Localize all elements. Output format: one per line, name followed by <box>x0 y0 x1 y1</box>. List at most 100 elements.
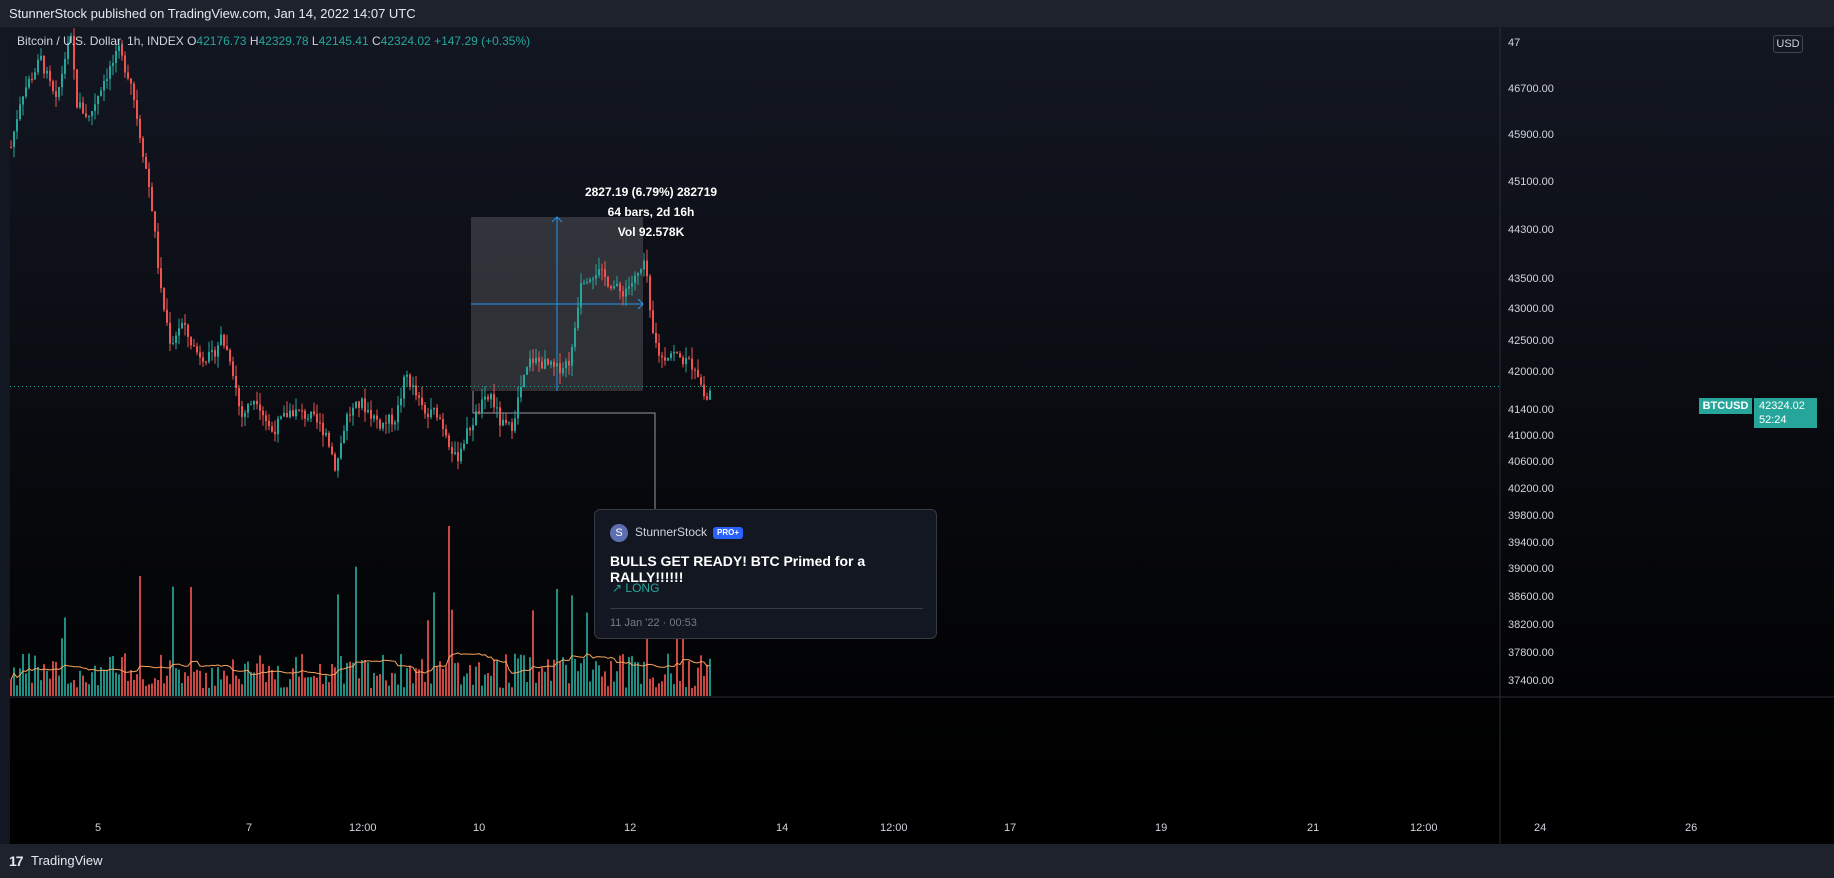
volume-bar <box>223 670 225 696</box>
volume-bar <box>421 659 423 696</box>
candle-body <box>499 407 501 426</box>
volume-bar <box>52 661 54 696</box>
volume-bar <box>688 661 690 696</box>
candle-body <box>13 131 15 148</box>
avatar[interactable]: S <box>610 524 628 542</box>
candle-body <box>529 358 531 368</box>
volume-bar <box>493 659 495 696</box>
candle-body <box>319 422 321 424</box>
volume-bar <box>244 663 246 696</box>
volume-bar <box>109 656 111 696</box>
candle-body <box>85 113 87 117</box>
volume-bar <box>325 675 327 696</box>
candle-body <box>46 70 48 74</box>
volume-bar <box>376 675 378 696</box>
volume-bar <box>130 669 132 696</box>
candle-body <box>538 357 540 362</box>
candle-body <box>151 187 153 212</box>
price-tick-label: 45900.00 <box>1508 129 1554 141</box>
volume-bar <box>310 676 312 696</box>
candle-body <box>91 111 93 117</box>
volume-bar <box>322 683 324 696</box>
candle-body <box>16 119 18 132</box>
volume-bar <box>82 675 84 696</box>
time-tick-label: 24 <box>1534 822 1547 834</box>
candle-body <box>97 96 99 105</box>
candle-body <box>463 443 465 449</box>
volume-bar <box>661 681 663 696</box>
price-tick-label: 37800.00 <box>1508 647 1554 659</box>
volume-bar <box>595 661 597 696</box>
currency-badge[interactable]: USD <box>1773 35 1803 53</box>
candle-body <box>142 138 144 157</box>
candle-body <box>265 415 267 422</box>
candle-body <box>106 78 108 81</box>
price-tick-label: 38200.00 <box>1508 619 1554 631</box>
volume-bar <box>178 669 180 696</box>
volume-bar <box>184 672 186 696</box>
volume-bar <box>442 668 444 696</box>
candle-body <box>700 377 702 385</box>
volume-bar <box>277 665 279 696</box>
candle-body <box>124 55 126 73</box>
idea-card[interactable]: S StunnerStock PRO+ BULLS GET READY! BTC… <box>594 509 937 639</box>
candle-body <box>694 369 696 371</box>
candle-body <box>301 410 303 412</box>
candle-body <box>415 385 417 396</box>
brand-name[interactable]: TradingView <box>31 853 103 868</box>
candle-body <box>676 352 678 354</box>
candle-body <box>43 55 45 74</box>
volume-bar <box>694 685 696 696</box>
candle-body <box>49 70 51 82</box>
candle-body <box>175 335 177 343</box>
tradingview-logo-icon[interactable]: 17 <box>9 853 24 869</box>
chart-canvas[interactable] <box>10 27 1834 844</box>
volume-bar <box>49 678 51 696</box>
price-tick-label: 39800.00 <box>1508 510 1554 522</box>
candle-body <box>238 388 240 407</box>
candle-body <box>328 432 330 447</box>
measure-arrow-head-right <box>637 298 644 310</box>
symbol-name: Bitcoin / U.S. Dollar, 1h, INDEX <box>17 34 184 48</box>
idea-title[interactable]: BULLS GET READY! BTC Primed for a RALLY!… <box>610 553 866 585</box>
candle-body <box>526 367 528 375</box>
candle-body <box>652 310 654 333</box>
candle-body <box>640 269 642 273</box>
candle-body <box>562 368 564 374</box>
volume-bar <box>379 674 381 696</box>
volume-bar <box>313 675 315 696</box>
chart-area[interactable] <box>10 27 1834 844</box>
volume-bar <box>430 683 432 696</box>
volume-bar <box>463 676 465 696</box>
volume-bar <box>304 677 306 696</box>
volume-bar <box>427 620 429 696</box>
volume-bar <box>568 683 570 696</box>
candle-body <box>703 384 705 397</box>
divider <box>610 608 923 609</box>
volume-bar <box>133 679 135 696</box>
candle-body <box>289 410 291 418</box>
candle-body <box>586 281 588 283</box>
time-tick-label: 12:00 <box>349 822 377 834</box>
candle-body <box>649 276 651 311</box>
volume-bar <box>691 687 693 696</box>
candle-body <box>682 357 684 365</box>
volume-bar <box>211 668 213 696</box>
volume-bar <box>136 674 138 696</box>
candle-body <box>598 269 600 276</box>
volume-bar <box>580 663 582 696</box>
author-name[interactable]: StunnerStock <box>635 525 708 539</box>
candle-body <box>382 422 384 429</box>
volume-bar <box>226 675 228 696</box>
candle-body <box>130 78 132 84</box>
candle-body <box>157 231 159 269</box>
candle-body <box>490 394 492 400</box>
price-tick-label: 41400.00 <box>1508 404 1554 416</box>
volume-bar <box>625 687 627 696</box>
candle-body <box>667 357 669 361</box>
candle-body <box>64 58 66 74</box>
volume-bar <box>487 673 489 696</box>
last-price-value: 42324.02 <box>1759 400 1805 412</box>
volume-bar <box>523 655 525 696</box>
volume-bar <box>70 682 72 696</box>
